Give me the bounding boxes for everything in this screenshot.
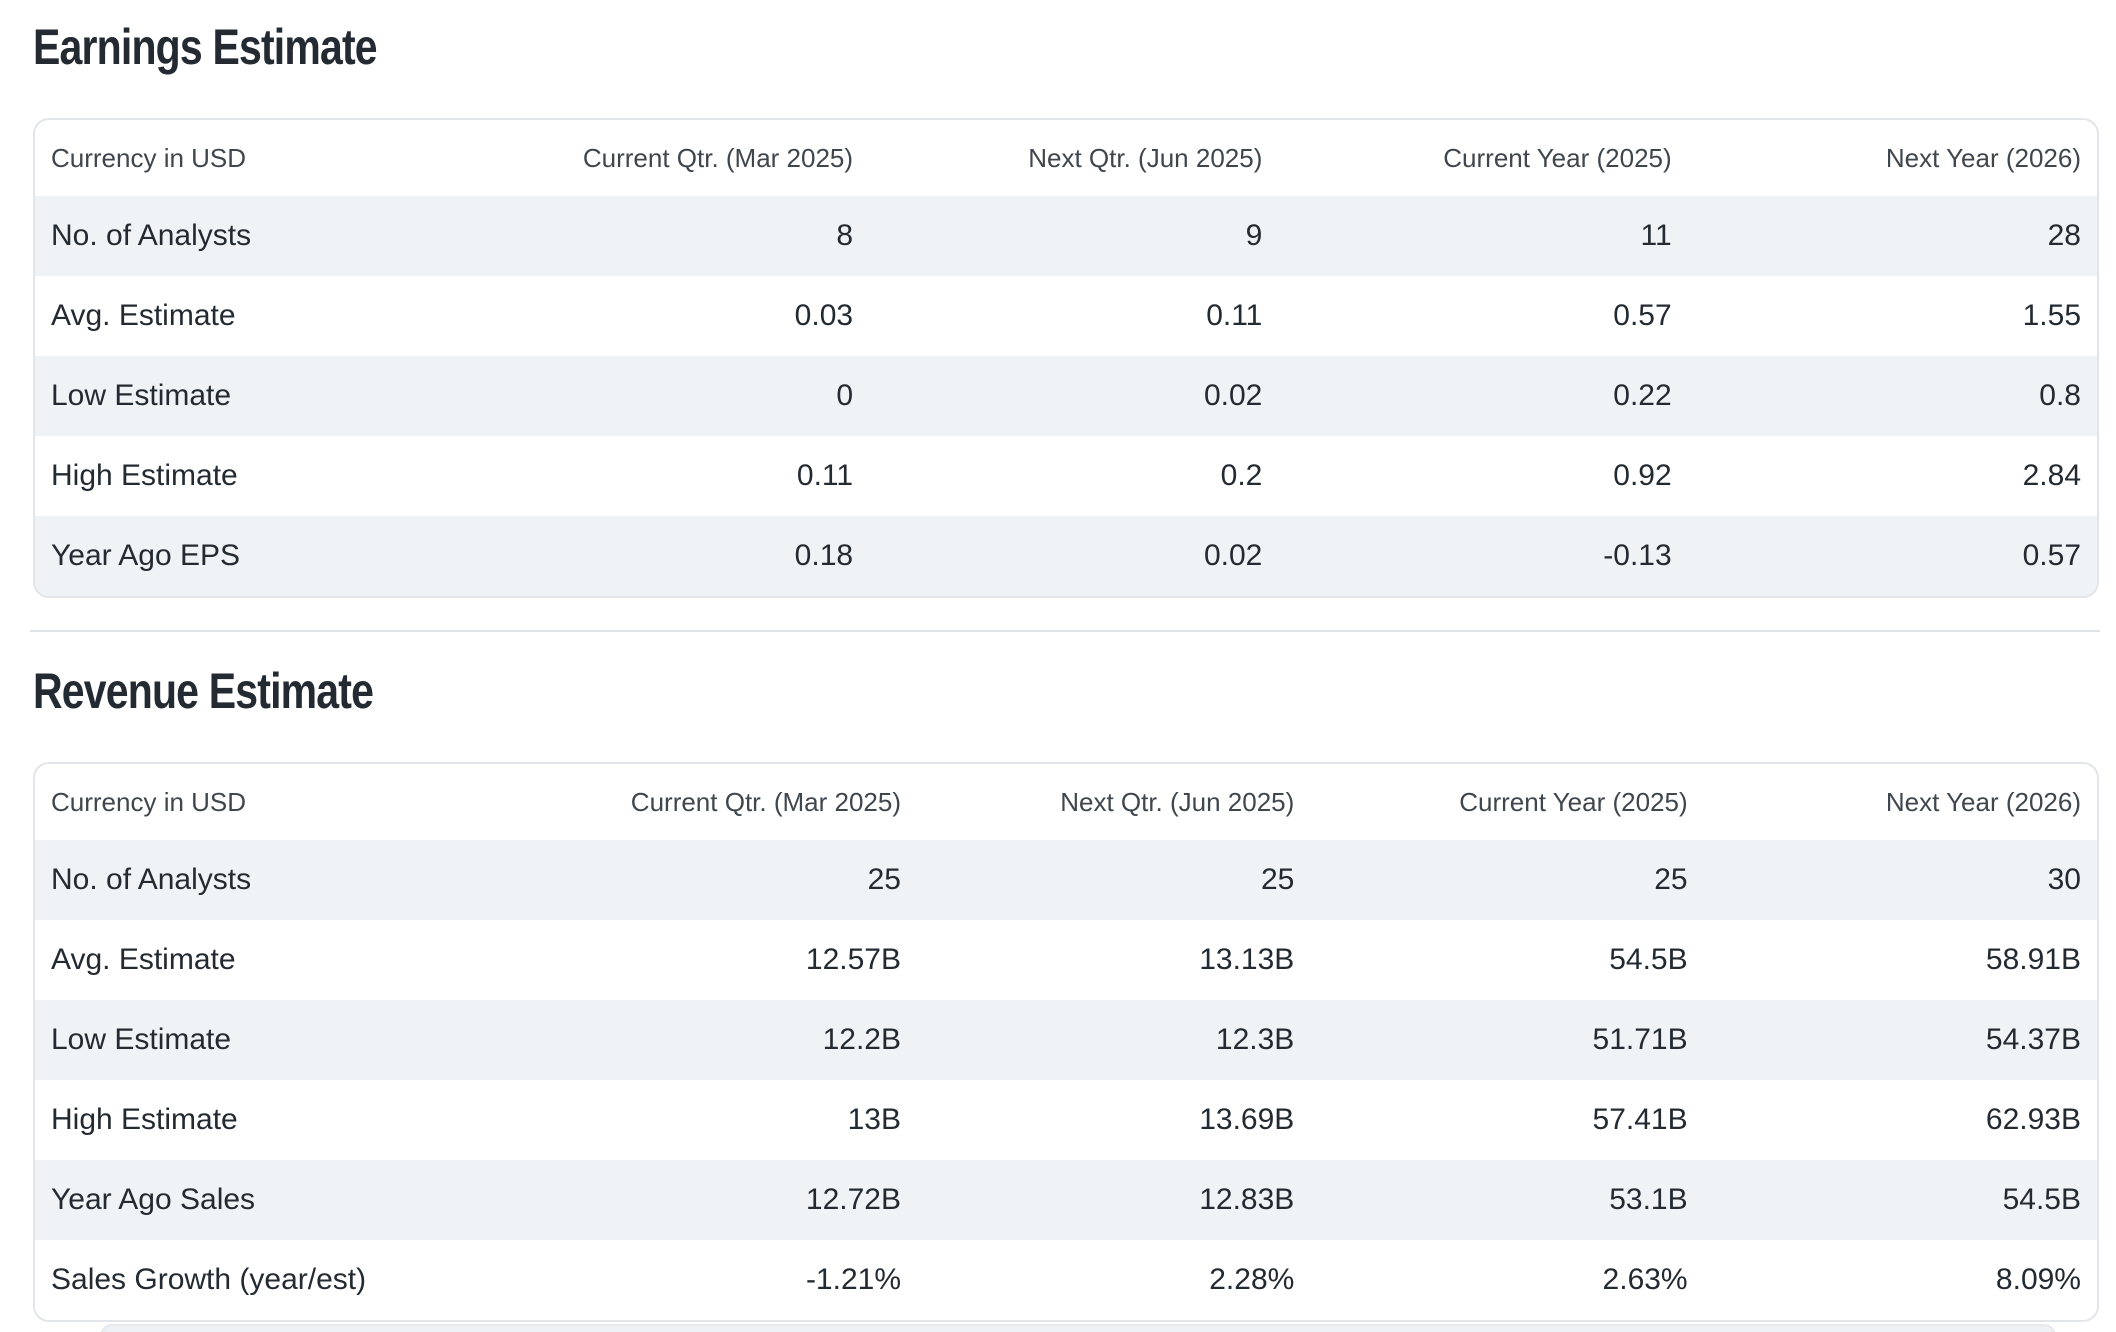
value-cell: 51.71B xyxy=(1592,1023,1688,1056)
value-cell: 0.22 xyxy=(1613,379,1672,412)
value-cell: 2.63% xyxy=(1602,1263,1688,1296)
value-cell: 0.57 xyxy=(2022,539,2081,572)
value-cell: 0.8 xyxy=(2039,379,2081,412)
value-cell: 0.92 xyxy=(1613,459,1672,492)
table-row: High Estimate 0.11 0.2 0.92 2.84 xyxy=(35,436,2097,516)
value-cell: 30 xyxy=(2047,863,2081,896)
value-cell: -0.13 xyxy=(1603,539,1672,572)
value-cell: 0.11 xyxy=(1206,299,1263,332)
value-cell: 8.09% xyxy=(1995,1263,2081,1296)
value-cell: 57.41B xyxy=(1592,1103,1688,1136)
value-cell: 11 xyxy=(1640,219,1672,252)
row-label-cell: High Estimate xyxy=(51,1103,238,1136)
value-cell: 62.93B xyxy=(1985,1103,2081,1136)
value-cell: 0 xyxy=(836,379,854,412)
row-label-cell: Avg. Estimate xyxy=(51,943,236,976)
section-divider xyxy=(30,630,2100,632)
value-cell: 25 xyxy=(1654,863,1688,896)
table-header-row: Currency in USD Current Qtr. (Mar 2025) … xyxy=(35,764,2097,840)
earnings-estimate-table: Currency in USD Current Qtr. (Mar 2025) … xyxy=(35,120,2097,596)
value-cell: 58.91B xyxy=(1985,943,2081,976)
value-cell: 8 xyxy=(836,219,854,252)
row-label-cell: No. of Analysts xyxy=(51,863,252,896)
table-row: High Estimate 13B 13.69B 57.41B 62.93B xyxy=(35,1080,2097,1160)
value-cell: 13B xyxy=(847,1103,901,1136)
revenue-estimate-title: Revenue Estimate xyxy=(33,663,374,719)
table-row: Year Ago Sales 12.72B 12.83B 53.1B 54.5B xyxy=(35,1160,2097,1240)
row-label-cell: High Estimate xyxy=(51,459,238,492)
value-cell: 9 xyxy=(1245,219,1263,252)
value-cell: 28 xyxy=(2047,219,2081,252)
value-cell: 0.57 xyxy=(1613,299,1672,332)
value-cell: 2.84 xyxy=(2022,459,2081,492)
row-label-cell: No. of Analysts xyxy=(51,219,252,252)
column-header-current-year: Current Year (2025) xyxy=(1459,786,1688,817)
column-header-next-year: Next Year (2026) xyxy=(1885,786,2081,817)
row-label-cell: Sales Growth (year/est) xyxy=(51,1263,367,1296)
column-header-next-qtr: Next Qtr. (Jun 2025) xyxy=(1060,786,1295,817)
table-header-row: Currency in USD Current Qtr. (Mar 2025) … xyxy=(35,120,2097,196)
table-row: Low Estimate 12.2B 12.3B 51.71B 54.37B xyxy=(35,1000,2097,1080)
row-label-cell: Year Ago EPS xyxy=(51,539,241,572)
next-section-peek xyxy=(100,1324,2056,1332)
value-cell: 12.57B xyxy=(805,943,901,976)
column-header-currency: Currency in USD xyxy=(51,786,247,817)
value-cell: 54.5B xyxy=(1609,943,1688,976)
table-row: Avg. Estimate 0.03 0.11 0.57 1.55 xyxy=(35,276,2097,356)
column-header-currency: Currency in USD xyxy=(51,142,247,173)
value-cell: -1.21% xyxy=(805,1263,901,1296)
value-cell: 12.83B xyxy=(1199,1183,1295,1216)
value-cell: 0.11 xyxy=(796,459,854,492)
value-cell: 12.3B xyxy=(1215,1023,1295,1056)
row-label-cell: Year Ago Sales xyxy=(51,1183,256,1216)
column-header-next-year: Next Year (2026) xyxy=(1885,142,2081,173)
value-cell: 25 xyxy=(867,863,901,896)
row-label-cell: Low Estimate xyxy=(51,379,232,412)
row-label-cell: Avg. Estimate xyxy=(51,299,236,332)
revenue-estimate-table: Currency in USD Current Qtr. (Mar 2025) … xyxy=(35,764,2097,1320)
value-cell: 0.02 xyxy=(1203,379,1263,412)
column-header-current-qtr: Current Qtr. (Mar 2025) xyxy=(630,786,901,817)
column-header-current-qtr: Current Qtr. (Mar 2025) xyxy=(582,142,854,173)
table-row: Sales Growth (year/est) -1.21% 2.28% 2.6… xyxy=(35,1240,2097,1320)
value-cell: 0.2 xyxy=(1220,459,1263,492)
value-cell: 0.02 xyxy=(1203,539,1263,572)
table-row: No. of Analysts 25 25 25 30 xyxy=(35,840,2097,920)
value-cell: 2.28% xyxy=(1209,1263,1295,1296)
value-cell: 54.5B xyxy=(2002,1183,2081,1216)
revenue-estimate-card: Currency in USD Current Qtr. (Mar 2025) … xyxy=(33,762,2099,1322)
value-cell: 0.03 xyxy=(794,299,854,332)
row-label-cell: Low Estimate xyxy=(51,1023,232,1056)
value-cell: 13.13B xyxy=(1199,943,1295,976)
value-cell: 54.37B xyxy=(1985,1023,2081,1056)
value-cell: 0.18 xyxy=(794,539,854,572)
value-cell: 1.55 xyxy=(2022,299,2081,332)
value-cell: 53.1B xyxy=(1609,1183,1688,1216)
table-row: Avg. Estimate 12.57B 13.13B 54.5B 58.91B xyxy=(35,920,2097,1000)
value-cell: 13.69B xyxy=(1199,1103,1295,1136)
earnings-estimate-card: Currency in USD Current Qtr. (Mar 2025) … xyxy=(33,118,2099,598)
table-row: Year Ago EPS 0.18 0.02 -0.13 0.57 xyxy=(35,516,2097,596)
value-cell: 25 xyxy=(1260,863,1295,896)
table-row: No. of Analysts 8 9 11 28 xyxy=(35,196,2097,276)
value-cell: 12.72B xyxy=(805,1183,901,1216)
column-header-current-year: Current Year (2025) xyxy=(1443,142,1672,173)
earnings-estimate-title: Earnings Estimate xyxy=(33,19,378,75)
value-cell: 12.2B xyxy=(822,1023,901,1056)
column-header-next-qtr: Next Qtr. (Jun 2025) xyxy=(1028,142,1263,173)
table-row: Low Estimate 0 0.02 0.22 0.8 xyxy=(35,356,2097,436)
